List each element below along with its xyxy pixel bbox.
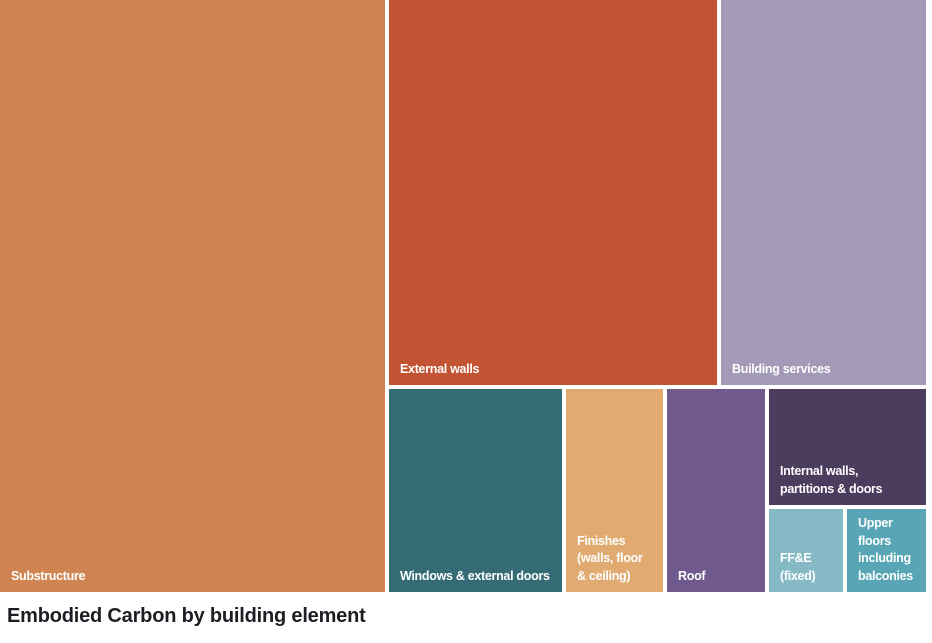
treemap-block-internal-walls: Internal walls, partitions & doors [769, 389, 926, 505]
treemap-block-finishes: Finishes (walls, floor & ceiling) [566, 389, 663, 592]
treemap-block-ffe-fixed: FF&E (fixed) [769, 509, 843, 592]
treemap-block-windows-external-doors: Windows & external doors [389, 389, 562, 592]
treemap-block-label-ffe-fixed: FF&E (fixed) [780, 551, 816, 583]
treemap-block-roof: Roof [667, 389, 765, 592]
treemap-block-upper-floors: Upper floors including balconies [847, 509, 926, 592]
treemap-block-label-upper-floors: Upper floors including balconies [858, 516, 913, 583]
treemap-block-external-walls: External walls [389, 0, 717, 385]
treemap-block-label-roof: Roof [678, 568, 706, 583]
treemap-block-label-finishes: Finishes (walls, floor & ceiling) [577, 533, 643, 583]
treemap-block-label-windows-external-doors: Windows & external doors [400, 568, 550, 583]
treemap-block-label-internal-walls: Internal walls, partitions & doors [780, 464, 883, 496]
treemap-block-label-substructure: Substructure [11, 568, 86, 583]
treemap-block-substructure: Substructure [0, 0, 385, 592]
treemap-block-label-building-services: Building services [732, 361, 831, 376]
treemap-blocks-container: Substructure External walls Building servi… [0, 0, 926, 592]
treemap-block-building-services: Building services [721, 0, 926, 385]
treemap-block-label-external-walls: External walls [400, 361, 480, 376]
chart-caption: Embodied Carbon by building element [7, 605, 366, 627]
